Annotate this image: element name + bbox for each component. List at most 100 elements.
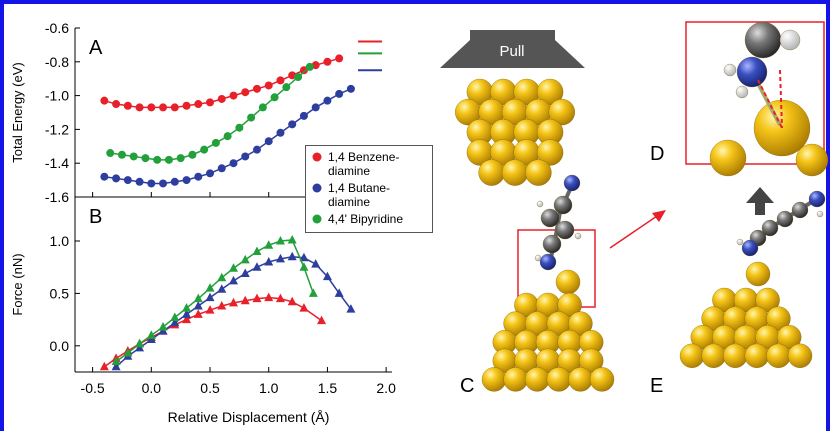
data-point — [100, 362, 109, 371]
data-point — [265, 137, 273, 145]
atom — [556, 270, 580, 294]
panel-label: C — [460, 375, 474, 397]
data-point — [188, 151, 196, 159]
x-tick-label: 1.5 — [318, 380, 338, 396]
data-point — [253, 85, 261, 93]
data-point — [265, 81, 273, 89]
x-tick-label: 2.0 — [376, 380, 396, 396]
data-point — [276, 129, 284, 137]
data-point — [159, 179, 167, 187]
y-tick-label: -1.4 — [45, 155, 69, 171]
figure: -0.6-0.8-1.0-1.2-1.4-1.6ATotal Energy (e… — [0, 0, 830, 431]
data-point — [183, 176, 191, 184]
legend-dot — [313, 184, 322, 193]
data-point — [311, 259, 320, 268]
data-point — [153, 156, 161, 164]
data-point — [218, 95, 226, 103]
zoom-arrow — [610, 214, 660, 248]
atom — [547, 367, 571, 391]
data-point — [253, 146, 261, 154]
atom — [541, 209, 559, 227]
atom — [745, 22, 781, 58]
data-point — [317, 316, 326, 325]
atom — [723, 344, 747, 368]
data-point — [206, 98, 214, 106]
atom — [680, 344, 704, 368]
data-point — [159, 103, 167, 111]
y-axis-label: Force (nN) — [10, 253, 25, 315]
data-point — [271, 93, 279, 101]
data-point — [194, 173, 202, 181]
data-point — [224, 132, 232, 140]
data-point — [206, 169, 214, 177]
atom — [554, 196, 572, 214]
atom — [746, 262, 770, 286]
data-point — [217, 273, 226, 282]
atom — [543, 235, 561, 253]
atom — [590, 367, 614, 391]
data-point — [288, 235, 297, 244]
data-point — [183, 102, 191, 110]
zoom-arrow-head — [652, 210, 666, 222]
atom — [502, 160, 528, 186]
panel-label: A — [89, 37, 103, 59]
data-point — [171, 178, 179, 186]
panel-label: B — [89, 206, 102, 228]
data-point — [124, 176, 132, 184]
atom — [568, 367, 592, 391]
data-point — [335, 54, 343, 62]
legend-marker — [310, 213, 324, 225]
data-point — [288, 120, 296, 128]
data-point — [194, 100, 202, 108]
atom — [745, 344, 769, 368]
data-point — [235, 124, 243, 132]
data-point — [252, 246, 261, 255]
y-tick-label: 0.5 — [50, 285, 70, 301]
series-line — [104, 298, 321, 367]
atom — [817, 211, 823, 217]
atom — [556, 221, 574, 239]
data-point — [241, 152, 249, 160]
atom — [540, 254, 556, 270]
atom — [724, 64, 736, 76]
data-point — [135, 339, 144, 348]
data-point — [200, 146, 208, 154]
atom — [702, 344, 726, 368]
x-tick-label: 0.0 — [142, 380, 162, 396]
data-point — [323, 58, 331, 66]
atom — [766, 344, 790, 368]
y-tick-label: 1.0 — [50, 233, 70, 249]
data-point — [259, 103, 267, 111]
data-point — [118, 151, 126, 159]
y-tick-label: -0.6 — [45, 20, 69, 36]
legend-entry: 1,4 Butane-diamine — [310, 181, 428, 209]
legend-marker — [310, 151, 324, 163]
data-point — [124, 102, 132, 110]
atom — [504, 367, 528, 391]
data-point — [264, 293, 273, 302]
atom — [537, 201, 543, 207]
atom — [809, 191, 825, 207]
atom — [737, 57, 767, 87]
legend-label: 1,4 Butane-diamine — [328, 181, 424, 209]
atom — [479, 160, 505, 186]
y-tick-label: -0.8 — [45, 54, 69, 70]
y-axis-label: Total Energy (eV) — [10, 62, 25, 162]
data-point — [130, 152, 138, 160]
legend-entry: 4,4' Bipyridine — [310, 212, 428, 226]
atom — [742, 240, 758, 256]
series-line — [116, 257, 351, 367]
x-tick-label: -0.5 — [81, 380, 105, 396]
legend-marker — [310, 182, 324, 194]
legend-dot — [313, 153, 322, 162]
data-point — [136, 103, 144, 111]
data-point — [299, 303, 308, 312]
data-point — [312, 103, 320, 111]
data-point — [306, 63, 314, 71]
data-point — [147, 103, 155, 111]
data-point — [218, 164, 226, 172]
data-point — [335, 90, 343, 98]
data-point — [100, 173, 108, 181]
atom — [792, 202, 808, 218]
